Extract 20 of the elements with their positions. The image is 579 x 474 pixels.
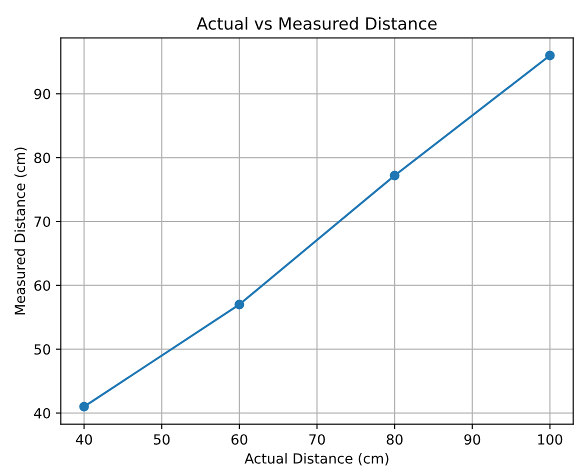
x-tick-label: 40 — [76, 434, 92, 445]
point — [545, 50, 555, 60]
x-tick-label: 80 — [386, 434, 403, 445]
y-tick-label: 50 — [34, 344, 50, 355]
x-tick-label: 90 — [464, 434, 480, 445]
point — [234, 300, 244, 310]
point — [79, 402, 89, 412]
y-tick-label: 80 — [34, 152, 50, 164]
y-tick-label: 60 — [34, 280, 50, 291]
y-tick-label: 40 — [34, 408, 50, 419]
y-tick-label: 70 — [34, 216, 50, 227]
chart-title: Actual vs Measured Distance — [196, 16, 437, 30]
y-tick-label: 90 — [34, 88, 50, 100]
x-tick-label: 100 — [538, 434, 562, 445]
x-tick-label: 70 — [309, 434, 325, 445]
x-axis-title: Actual Distance (cm) — [244, 452, 388, 466]
x-tick-label: 60 — [231, 434, 248, 445]
x-tick-label: 50 — [154, 434, 170, 445]
point — [390, 170, 400, 180]
y-axis-title: Measured Distance (cm) — [14, 148, 27, 314]
